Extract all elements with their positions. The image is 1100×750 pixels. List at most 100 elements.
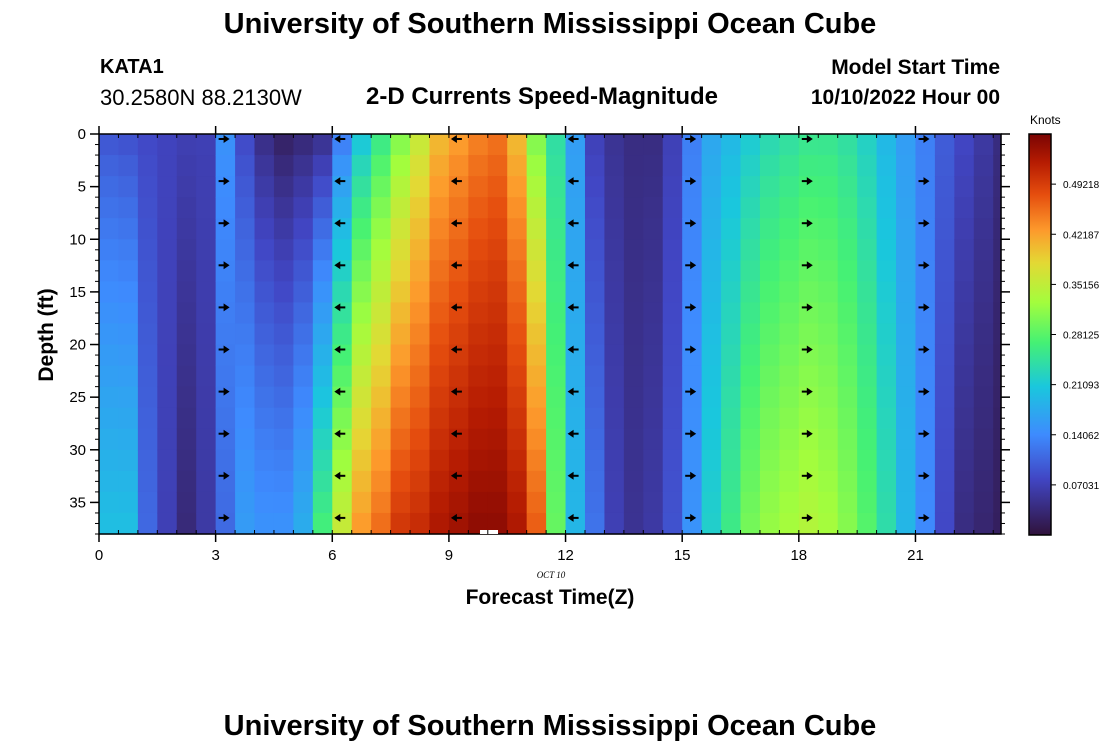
heatmap-cell [837,407,858,430]
current-arrow [218,429,230,438]
heatmap-cell [973,386,994,409]
heatmap-cell [390,197,411,219]
heatmap-cell [157,134,178,156]
heatmap-cell [662,512,683,535]
heatmap-cell [701,281,722,304]
heatmap-cell [312,512,333,535]
heatmap-cell [176,155,197,177]
heatmap-cell [410,281,431,304]
heatmap-cell [604,155,625,177]
heatmap-cell [546,239,567,261]
current-arrow [334,387,346,396]
heatmap-cell [837,176,858,198]
heatmap-cell [721,428,742,451]
heatmap-cell [682,281,703,304]
heatmap-cell [176,449,197,472]
heatmap-cell [312,218,333,240]
heatmap-cell [351,512,372,535]
heatmap-cell [118,218,139,240]
heatmap-cell [390,428,411,451]
heatmap-cell [682,449,703,472]
heatmap-cell [662,470,683,493]
heatmap-cell [973,218,994,240]
heatmap-cell [604,197,625,219]
heatmap-cell [137,344,158,367]
heatmap-cell [196,449,217,472]
heatmap-cell [818,386,839,409]
heatmap-cell [157,407,178,430]
heatmap-cell [876,134,897,156]
heatmap-cell [721,470,742,493]
heatmap-cell [157,176,178,198]
current-arrow [918,387,930,396]
heatmap-cell [410,344,431,367]
heatmap-cell [740,407,761,430]
heatmap-cell [351,449,372,472]
heatmap-cell [993,470,1002,493]
heatmap-cell [526,407,547,430]
heatmap-cell [915,239,936,261]
heatmap-cell [779,386,800,409]
heatmap-cell [99,365,120,388]
current-arrow [334,345,346,354]
heatmap-cell [235,239,256,261]
heatmap-cell [468,386,489,409]
heatmap-cell [157,197,178,219]
heatmap-cell [623,344,644,367]
heatmap-cell [254,155,275,177]
current-arrow [567,471,579,480]
heatmap-cell [157,260,178,282]
heatmap-cell [448,428,469,451]
heatmap-cell [157,365,178,388]
heatmap-cell [701,260,722,282]
heatmap-cell [99,197,120,219]
heatmap-cell [371,218,392,240]
heatmap-cell [954,344,975,367]
heatmap-cell [546,260,567,282]
current-arrow [801,429,813,438]
heatmap-cell [546,197,567,219]
heatmap-cell [526,155,547,177]
heatmap-cell [546,512,567,535]
heatmap-cell [779,239,800,261]
heatmap-cell [196,176,217,198]
heatmap-cell [273,239,294,261]
heatmap-cell [837,218,858,240]
current-arrow [801,303,813,312]
heatmap-cell [954,176,975,198]
current-arrow [450,303,462,312]
heatmap-cell [604,428,625,451]
heatmap-cell [410,470,431,493]
heatmap-cell [235,197,256,219]
heatmap-cell [332,176,353,198]
heatmap-cell [662,260,683,282]
heatmap-cell [682,155,703,177]
heatmap-cell [740,491,761,514]
heatmap-cell [546,386,567,409]
heatmap-cell [662,218,683,240]
heatmap-cell [934,260,955,282]
current-arrow [801,261,813,270]
heatmap-cell [118,155,139,177]
heatmap-cell [196,428,217,451]
heatmap-cell [507,365,528,388]
heatmap-cell [273,323,294,346]
heatmap-cell [973,512,994,535]
heatmap-cell [448,176,469,198]
heatmap-cell [371,302,392,325]
heatmap-cell [429,218,450,240]
heatmap-cell [934,239,955,261]
heatmap-cell [371,323,392,346]
heatmap-cell [662,239,683,261]
heatmap-cell [837,428,858,451]
heatmap-cell [662,302,683,325]
heatmap-cell [915,491,936,514]
heatmap-cell [896,155,917,177]
heatmap-cell [993,428,1002,451]
heatmap-cell [759,218,780,240]
heatmap-cell [448,134,469,156]
heatmap-cell [759,155,780,177]
heatmap-cell [623,470,644,493]
heatmap-cell [701,407,722,430]
heatmap-cell [332,239,353,261]
